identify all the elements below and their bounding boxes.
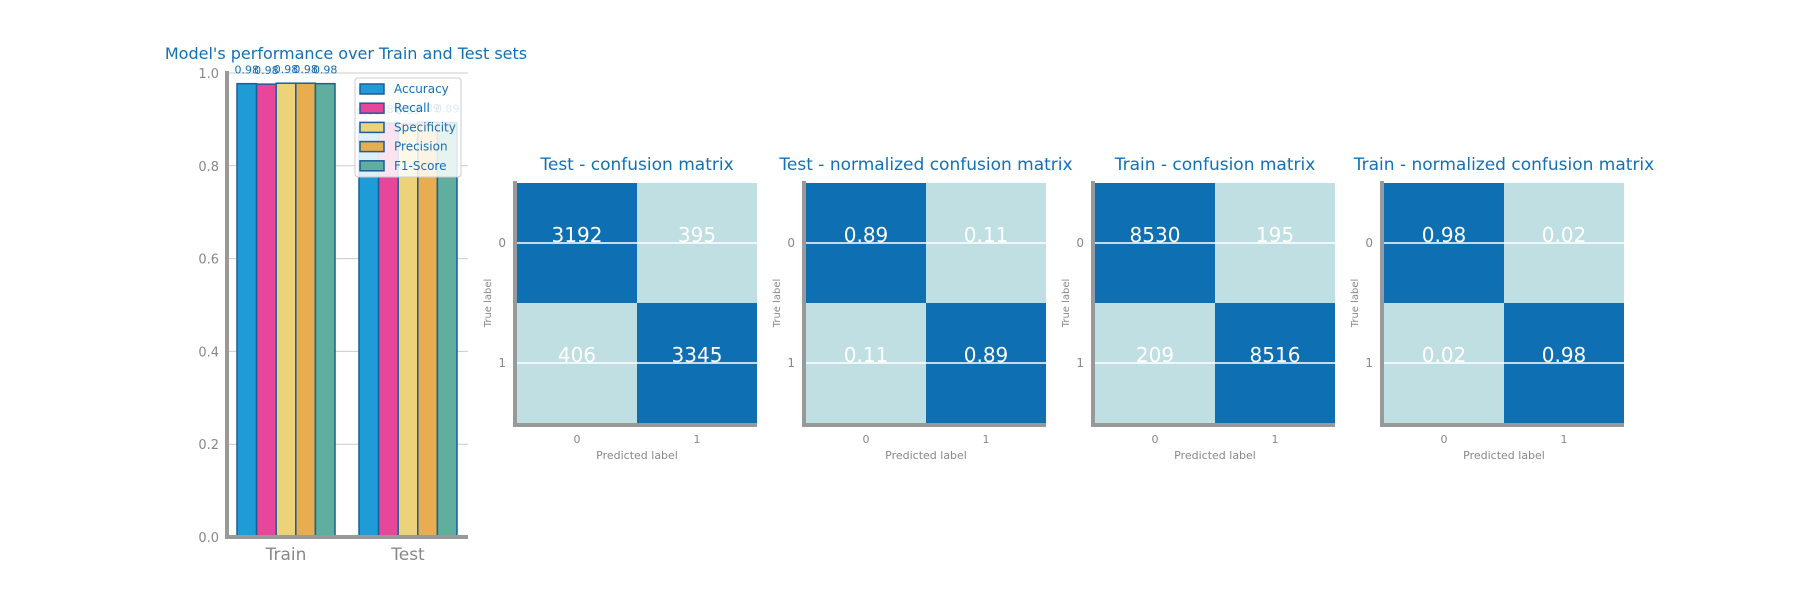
legend: Accuracy Recall Specificity Precision F1-Sco… [354,77,462,178]
matrix-y-axis-label: True label [772,279,783,329]
matrix-x-tick-label: 0 [1152,433,1159,446]
matrix-x-tick-label: 1 [1272,433,1279,446]
matrix-cell-value: 195 [1256,223,1294,247]
legend-swatch [359,160,385,172]
bar-precision-train [295,82,317,538]
matrix-cell-value: 0.02 [1422,343,1467,367]
bar-f1-score-train [314,82,336,538]
bar-recall-test [377,122,399,538]
matrix-cell-value: 8530 [1130,223,1181,247]
matrix-title: Train - normalized confusion matrix [1353,155,1654,175]
matrix-y-tick-label: 0 [1365,236,1373,250]
confusion-matrix-1: Test - confusion matrix 3192 395 406 3345 0 0 1… [483,155,757,462]
matrix-x-axis-label: Predicted label [596,449,678,462]
legend-label: F1-Score [394,159,446,173]
bar-value-label: 0.98 [274,63,299,76]
matrix-y-tick-label: 0 [1076,236,1084,250]
matrix-cell-value: 0.89 [964,343,1009,367]
matrix-cell-value: 0.98 [1422,223,1467,247]
confusion-matrix-4: Train - normalized confusion matrix 0.98 0… [1350,155,1654,462]
bar-accuracy-train [236,82,258,538]
legend-label: Precision [394,140,448,154]
matrix-cell-value: 0.89 [844,223,889,247]
bar-value-label: 0.98 [254,64,279,77]
matrix-x-axis-label: Predicted label [1463,449,1545,462]
matrix-x-tick-label: 0 [1441,433,1448,446]
legend-label: Recall [394,101,430,115]
y-tick-label: 0.4 [198,345,219,360]
y-tick-label: 0.8 [198,160,219,175]
matrix-cell-value: 8516 [1250,343,1301,367]
matrix-cell-value: 406 [558,343,596,367]
matrix-x-tick-label: 1 [694,433,701,446]
matrix-y-tick-label: 1 [787,356,795,370]
bar-value-label: 0.98 [313,64,338,77]
legend-swatch [359,121,385,134]
bar-f1-score-test [436,121,458,538]
legend-swatch [359,102,385,114]
y-tick-label: 0.6 [198,253,219,268]
bar-precision-test [417,121,439,538]
matrix-title: Test - confusion matrix [539,155,733,175]
legend-swatch [359,140,385,153]
matrix-y-tick-label: 1 [1076,356,1084,370]
bar-chart-title: Model's performance over Train and Test … [165,44,527,63]
matrix-title: Test - normalized confusion matrix [778,155,1072,175]
matrix-cell-value: 395 [678,223,716,247]
y-tick-label: 0.2 [198,438,219,453]
matrix-x-tick-label: 0 [574,433,581,446]
matrix-x-tick-label: 1 [1561,433,1568,446]
matrix-y-tick-label: 1 [1365,356,1373,370]
matrix-cell-value: 0.98 [1542,343,1587,367]
matrix-cell-value: 209 [1136,343,1174,367]
matrix-cell-value: 0.11 [844,343,889,367]
matrix-cell-value: 3192 [552,223,603,247]
matrix-y-axis-label: True label [1350,279,1361,329]
matrix-x-tick-label: 0 [863,433,870,446]
bar-value-label: 0.98 [293,63,318,76]
confusion-matrix-3: Train - confusion matrix 8530 195 209 8516 0 0… [1061,155,1335,462]
matrix-y-tick-label: 1 [498,356,506,370]
matrix-y-tick-label: 0 [498,236,506,250]
matrix-y-axis-label: True label [1061,279,1072,329]
y-tick-label: 1.0 [198,67,219,82]
matrix-x-axis-label: Predicted label [1174,449,1256,462]
bar-chart: Model's performance over Train and Test … [165,44,527,565]
bar-value-label: 0.98 [235,64,260,77]
matrix-cell-value: 0.11 [964,223,1009,247]
y-tick-label: 0.0 [198,531,219,546]
legend-swatch [359,83,385,95]
confusion-matrix-2: Test - normalized confusion matrix 0.89 0.… [772,155,1073,462]
matrix-y-axis-label: True label [483,279,494,329]
legend-label: Specificity [394,120,456,134]
matrix-title: Train - confusion matrix [1114,155,1316,175]
matrix-x-axis-label: Predicted label [885,449,967,462]
x-tick-label: Test [390,545,425,565]
matrix-cell-value: 3345 [672,343,723,367]
bar-specificity-test [397,123,419,538]
legend-label: Accuracy [394,82,449,96]
matrix-x-tick-label: 1 [983,433,990,446]
bar-recall-train [255,83,277,538]
matrix-cell-value: 0.02 [1542,223,1587,247]
matrix-y-tick-label: 0 [787,236,795,250]
bar-accuracy-test [358,124,380,538]
x-tick-label: Train [265,545,307,565]
bar-specificity-train [275,82,297,538]
